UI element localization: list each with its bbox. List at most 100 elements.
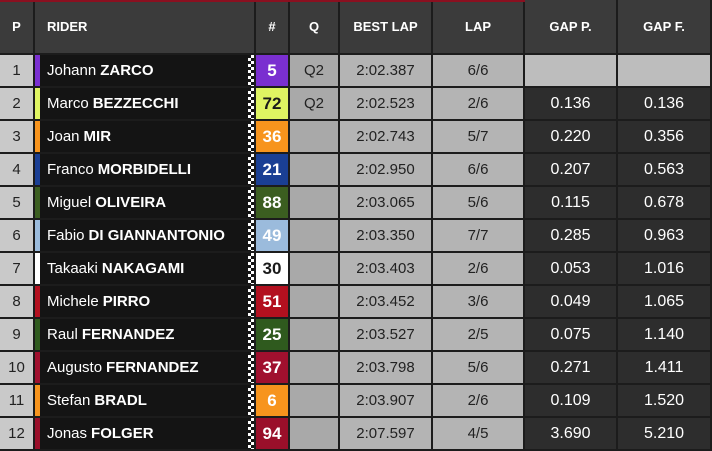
last-name: FOLGER <box>91 425 154 442</box>
gap-previous: 0.271 <box>525 352 618 385</box>
best-lap: 2:03.907 <box>340 385 433 418</box>
rider-number: 5 <box>256 55 290 88</box>
rider-name: Fabio DI GIANNANTONIO <box>35 220 256 253</box>
rider-name: Raul FERNANDEZ <box>35 319 256 352</box>
best-lap: 2:02.523 <box>340 88 433 121</box>
best-lap: 2:02.387 <box>340 55 433 88</box>
gap-previous: 0.109 <box>525 385 618 418</box>
team-color <box>35 220 40 251</box>
rider-name: Miguel OLIVEIRA <box>35 187 256 220</box>
first-name: Raul <box>47 326 78 343</box>
team-color <box>35 154 40 185</box>
lap: 2/6 <box>433 385 525 418</box>
team-color <box>35 253 40 284</box>
gap-first: 1.520 <box>618 385 712 418</box>
lap: 3/6 <box>433 286 525 319</box>
lap: 6/6 <box>433 154 525 187</box>
gap-previous: 3.690 <box>525 418 618 451</box>
position: 5 <box>0 187 35 220</box>
position: 6 <box>0 220 35 253</box>
qualifying <box>290 121 340 154</box>
gap-previous <box>525 55 618 88</box>
qualifying <box>290 286 340 319</box>
team-color <box>35 55 40 86</box>
position: 3 <box>0 121 35 154</box>
checker <box>248 220 254 251</box>
gap-previous: 0.115 <box>525 187 618 220</box>
checker <box>248 352 254 383</box>
gap-first: 0.136 <box>618 88 712 121</box>
gap-previous: 0.049 <box>525 286 618 319</box>
last-name: BEZZECCHI <box>92 95 179 112</box>
position: 10 <box>0 352 35 385</box>
column-header: LAP <box>433 0 525 55</box>
position: 2 <box>0 88 35 121</box>
position: 11 <box>0 385 35 418</box>
best-lap: 2:03.527 <box>340 319 433 352</box>
last-name: MIR <box>83 128 112 145</box>
rider-name: Michele PIRRO <box>35 286 256 319</box>
checker <box>248 55 254 86</box>
rider-number: 21 <box>256 154 290 187</box>
gap-first: 0.563 <box>618 154 712 187</box>
last-name: PIRRO <box>102 293 151 310</box>
last-name: OLIVEIRA <box>95 194 167 211</box>
accent-line <box>0 0 525 2</box>
checker <box>248 319 254 350</box>
best-lap: 2:02.743 <box>340 121 433 154</box>
lap: 7/7 <box>433 220 525 253</box>
first-name: Stefan <box>47 392 91 409</box>
gap-previous: 0.136 <box>525 88 618 121</box>
team-color <box>35 319 40 350</box>
rider-name: Jonas FOLGER <box>35 418 256 451</box>
rider-number: 37 <box>256 352 290 385</box>
team-color <box>35 385 40 416</box>
qualifying: Q2 <box>290 88 340 121</box>
team-color <box>35 418 40 449</box>
gap-first: 1.065 <box>618 286 712 319</box>
first-name: Johann <box>47 62 97 79</box>
last-name: FERNANDEZ <box>81 326 175 343</box>
best-lap: 2:03.403 <box>340 253 433 286</box>
checker <box>248 88 254 119</box>
checker <box>248 418 254 449</box>
rider-number: 51 <box>256 286 290 319</box>
rider-number: 94 <box>256 418 290 451</box>
lap: 5/7 <box>433 121 525 154</box>
rider-name: Johann ZARCO <box>35 55 256 88</box>
first-name: Fabio <box>47 227 85 244</box>
first-name: Augusto <box>47 359 103 376</box>
checker <box>248 253 254 284</box>
qualifying <box>290 154 340 187</box>
team-color <box>35 121 40 152</box>
position: 12 <box>0 418 35 451</box>
best-lap: 2:07.597 <box>340 418 433 451</box>
position: 1 <box>0 55 35 88</box>
gap-first: 0.678 <box>618 187 712 220</box>
gap-previous: 0.285 <box>525 220 618 253</box>
gap-first: 1.140 <box>618 319 712 352</box>
last-name: BRADL <box>94 392 147 409</box>
team-color <box>35 88 40 119</box>
lap: 4/5 <box>433 418 525 451</box>
rider-name: Augusto FERNANDEZ <box>35 352 256 385</box>
checker <box>248 187 254 218</box>
lap: 2/5 <box>433 319 525 352</box>
lap: 2/6 <box>433 253 525 286</box>
column-header: GAP F. <box>618 0 712 55</box>
team-color <box>35 286 40 317</box>
gap-first: 5.210 <box>618 418 712 451</box>
best-lap: 2:03.798 <box>340 352 433 385</box>
rider-name: Joan MIR <box>35 121 256 154</box>
gap-previous: 0.220 <box>525 121 618 154</box>
rider-number: 36 <box>256 121 290 154</box>
position: 4 <box>0 154 35 187</box>
lap: 5/6 <box>433 352 525 385</box>
qualifying <box>290 352 340 385</box>
rider-name: Marco BEZZECCHI <box>35 88 256 121</box>
first-name: Franco <box>47 161 94 178</box>
rider-number: 88 <box>256 187 290 220</box>
checker <box>248 385 254 416</box>
qualifying <box>290 418 340 451</box>
